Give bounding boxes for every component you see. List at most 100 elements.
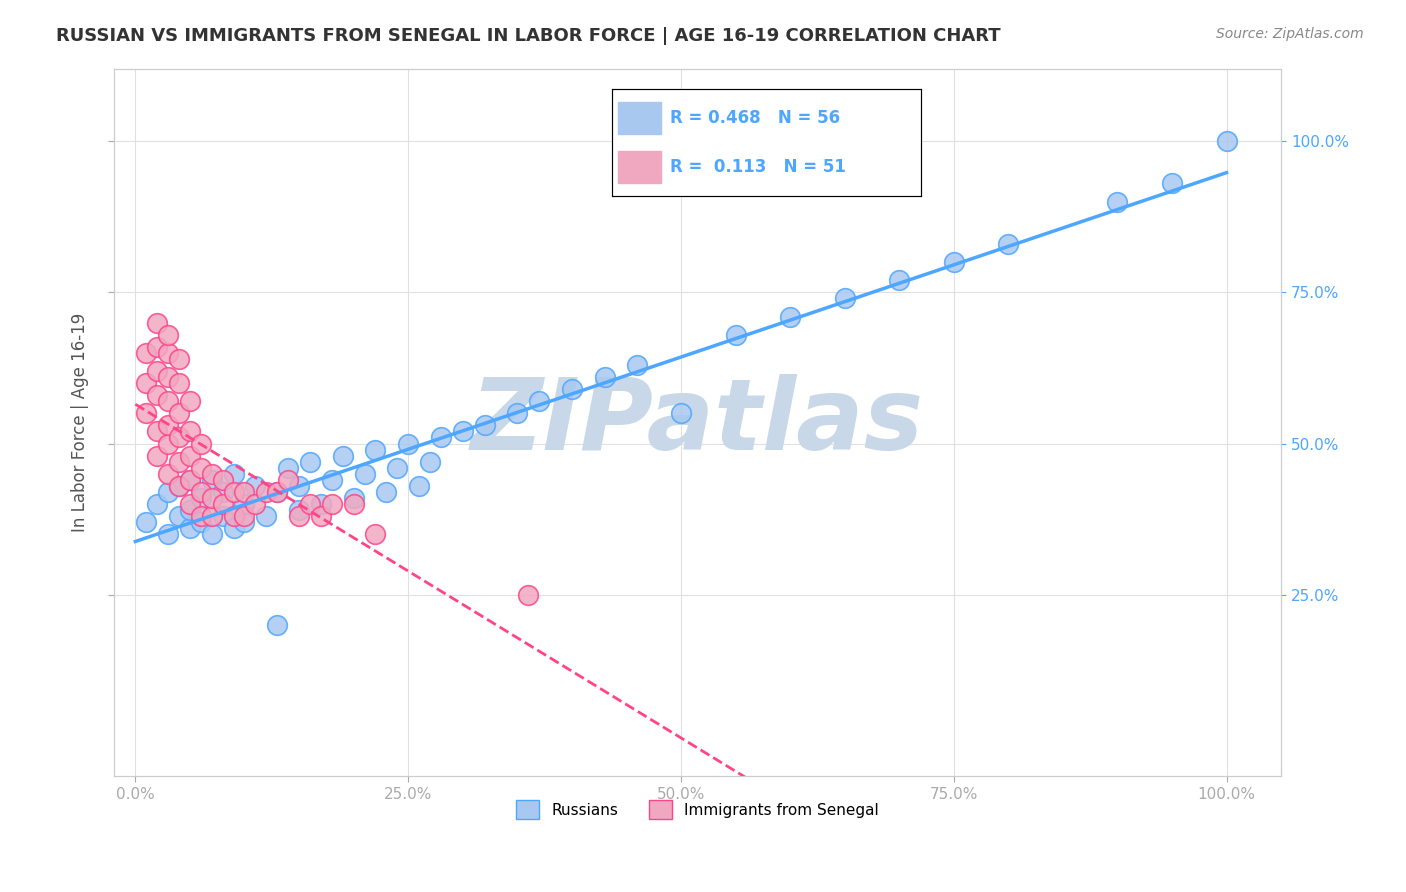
Point [222,521,245,535]
Point [179,473,201,487]
Point [211,509,233,524]
Point [396,436,419,450]
Bar [617,152,661,184]
Text: R =  0.113   N = 51: R = 0.113 N = 51 [671,159,846,177]
Point [190,509,212,524]
Point [135,346,157,360]
Point [364,527,387,541]
Point [561,382,583,396]
Point [288,509,311,524]
Point [167,351,190,366]
Point [135,406,157,420]
Point [146,364,169,378]
Point [266,484,288,499]
Point [157,418,180,433]
Point [288,479,311,493]
Point [157,394,180,409]
Point [190,515,212,529]
Point [834,291,856,305]
Legend: Russians, Immigrants from Senegal: Russians, Immigrants from Senegal [510,794,884,825]
Point [626,358,648,372]
Text: ZIPatlas: ZIPatlas [471,374,924,471]
Point [288,503,311,517]
Point [321,497,343,511]
Point [298,497,321,511]
Point [342,491,364,505]
Point [146,449,169,463]
Point [254,509,277,524]
Point [190,484,212,499]
Point [167,455,190,469]
Point [190,491,212,505]
Y-axis label: In Labor Force | Age 16-19: In Labor Force | Age 16-19 [72,313,89,532]
Point [179,425,201,439]
Point [211,473,233,487]
Point [375,484,398,499]
Point [179,521,201,535]
Point [146,340,169,354]
Point [342,497,364,511]
Point [167,479,190,493]
Point [222,509,245,524]
Point [266,618,288,632]
Point [997,236,1019,251]
Point [277,473,299,487]
Point [157,370,180,384]
Point [157,467,180,481]
Point [1107,194,1129,209]
Point [179,497,201,511]
Point [222,484,245,499]
Point [179,473,201,487]
Point [233,484,256,499]
Point [430,430,453,444]
Point [201,527,224,541]
Point [942,255,965,269]
Point [201,509,224,524]
Point [309,497,332,511]
Point [146,497,169,511]
Point [245,479,267,493]
Point [157,436,180,450]
Point [254,484,277,499]
Point [157,327,180,342]
Point [277,460,299,475]
Point [146,316,169,330]
Point [222,467,245,481]
Point [387,460,409,475]
Point [190,436,212,450]
Point [157,484,180,499]
Point [309,509,332,524]
Point [167,430,190,444]
Point [190,460,212,475]
Point [669,406,692,420]
Point [1161,177,1184,191]
Point [364,442,387,457]
Point [211,497,233,511]
Text: R = 0.468   N = 56: R = 0.468 N = 56 [671,109,841,127]
Point [298,455,321,469]
Point [233,497,256,511]
Point [179,449,201,463]
Point [135,515,157,529]
Point [201,491,224,505]
Point [167,406,190,420]
Point [1215,134,1237,148]
Point [332,449,354,463]
Point [167,376,190,390]
Point [779,310,801,324]
Point [201,467,224,481]
Text: Source: ZipAtlas.com: Source: ZipAtlas.com [1216,27,1364,41]
Point [201,473,224,487]
Point [233,509,256,524]
Point [321,473,343,487]
Point [419,455,441,469]
Point [179,394,201,409]
Point [451,425,474,439]
Point [527,394,550,409]
Point [157,527,180,541]
Point [474,418,496,433]
Point [157,346,180,360]
Point [233,515,256,529]
Point [517,588,540,602]
Point [889,273,911,287]
